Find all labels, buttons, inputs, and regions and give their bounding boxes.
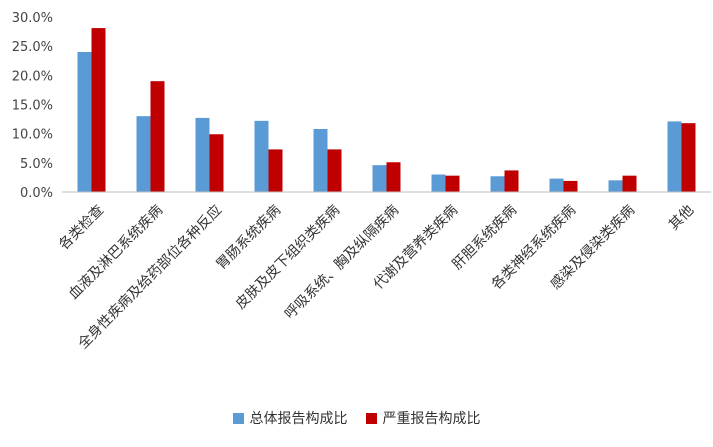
legend-item-series-2: 严重报告构成比 bbox=[365, 408, 481, 428]
y-tick-label: 0.0% bbox=[20, 186, 53, 201]
x-category-label: 各类检查 bbox=[56, 202, 107, 253]
y-tick-label: 5.0% bbox=[20, 157, 53, 172]
legend: 总体报告构成比 严重报告构成比 bbox=[0, 408, 713, 428]
bar-series-2 bbox=[386, 162, 401, 192]
bar-series-1 bbox=[431, 174, 446, 192]
x-axis: 各类检查血液及淋巴系统疾病全身性疾病及给药部位各种反应胃肠系统疾病皮肤及皮下组织… bbox=[56, 191, 711, 352]
bar-series-2 bbox=[268, 149, 283, 192]
bar-series-2 bbox=[91, 28, 106, 193]
y-tick-label: 25.0% bbox=[12, 40, 53, 55]
legend-label-series-2: 严重报告构成比 bbox=[382, 411, 481, 427]
bar-series-1 bbox=[608, 180, 623, 192]
bar-series-1 bbox=[490, 176, 505, 192]
bar-series-2 bbox=[504, 170, 519, 192]
bar-series-2 bbox=[150, 81, 165, 192]
bar-series-2 bbox=[681, 123, 696, 192]
x-category-label: 其他 bbox=[666, 202, 697, 233]
bars-group bbox=[77, 28, 696, 193]
bar-series-1 bbox=[77, 52, 92, 192]
bar-series-1 bbox=[136, 116, 151, 192]
y-tick-label: 30.0% bbox=[12, 11, 53, 26]
legend-label-series-1: 总体报告构成比 bbox=[249, 411, 348, 427]
bar-series-2 bbox=[445, 175, 460, 192]
legend-swatch-series-1 bbox=[232, 412, 244, 424]
legend-swatch-series-2 bbox=[365, 412, 377, 424]
bar-series-1 bbox=[195, 117, 210, 192]
bar-series-2 bbox=[563, 180, 578, 192]
bar-series-1 bbox=[313, 129, 328, 192]
legend-item-series-1: 总体报告构成比 bbox=[232, 408, 348, 428]
y-tick-label: 20.0% bbox=[12, 69, 53, 84]
y-axis: 0.0% 5.0% 10.0% 15.0% 20.0% 25.0% 30.0% bbox=[12, 11, 53, 201]
x-category-label: 呼吸系统、胸及纵隔疾病 bbox=[282, 202, 402, 322]
bar-series-2 bbox=[622, 175, 637, 192]
y-tick-label: 15.0% bbox=[12, 99, 53, 114]
x-category-label: 皮肤及皮下组织类疾病 bbox=[233, 202, 343, 312]
bar-series-2 bbox=[209, 134, 224, 192]
bar-series-1 bbox=[667, 121, 682, 192]
bar-series-1 bbox=[372, 165, 387, 192]
bar-series-1 bbox=[254, 120, 269, 192]
bar-series-1 bbox=[549, 178, 564, 192]
bar-series-2 bbox=[327, 149, 342, 192]
y-tick-label: 10.0% bbox=[12, 128, 53, 143]
